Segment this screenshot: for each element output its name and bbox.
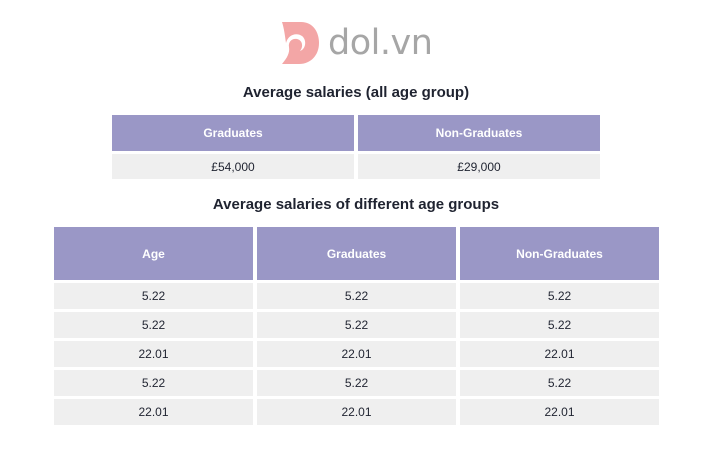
table-cell: 5.22 xyxy=(257,283,456,309)
summary-table: Graduates Non-Graduates £54,000 £29,000 xyxy=(108,112,604,182)
table-cell: 22.01 xyxy=(460,399,659,425)
table-cell: 22.01 xyxy=(54,341,253,367)
table-cell: 5.22 xyxy=(460,312,659,338)
table-cell: 5.22 xyxy=(54,370,253,396)
header-cell-age: Age xyxy=(54,227,253,280)
table-row: 22.01 22.01 22.01 xyxy=(54,399,659,425)
logo-wordmark: dol.vn xyxy=(328,22,433,63)
table-cell: 5.22 xyxy=(460,283,659,309)
table-cell: 5.22 xyxy=(257,370,456,396)
table-cell: 5.22 xyxy=(460,370,659,396)
table-row: 5.22 5.22 5.22 xyxy=(54,370,659,396)
table-header-row: Age Graduates Non-Graduates xyxy=(54,227,659,280)
value-cell-graduates: £54,000 xyxy=(112,154,354,179)
table-cell: 22.01 xyxy=(257,399,456,425)
table-cell: 5.22 xyxy=(54,312,253,338)
table-cell: 5.22 xyxy=(257,312,456,338)
header-cell-graduates: Graduates xyxy=(257,227,456,280)
by-age-title: Average salaries of different age groups xyxy=(212,196,500,213)
table-row: 5.22 5.22 5.22 xyxy=(54,312,659,338)
header-cell-non-graduates: Non-Graduates xyxy=(358,115,600,151)
table-row: £54,000 £29,000 xyxy=(112,154,600,179)
header-cell-graduates: Graduates xyxy=(112,115,354,151)
table-cell: 22.01 xyxy=(460,341,659,367)
header-cell-non-graduates: Non-Graduates xyxy=(460,227,659,280)
table-cell: 22.01 xyxy=(257,341,456,367)
dol-logo: dol.vn xyxy=(280,18,433,68)
value-cell-non-graduates: £29,000 xyxy=(358,154,600,179)
table-cell: 22.01 xyxy=(54,399,253,425)
by-age-table: Age Graduates Non-Graduates 5.22 5.22 5.… xyxy=(50,224,663,428)
table-row: 5.22 5.22 5.22 xyxy=(54,283,659,309)
table-row: 22.01 22.01 22.01 xyxy=(54,341,659,367)
table-cell: 5.22 xyxy=(54,283,253,309)
summary-title: Average salaries (all age group) xyxy=(242,84,470,101)
dol-logo-icon xyxy=(282,22,319,64)
table-header-row: Graduates Non-Graduates xyxy=(112,115,600,151)
